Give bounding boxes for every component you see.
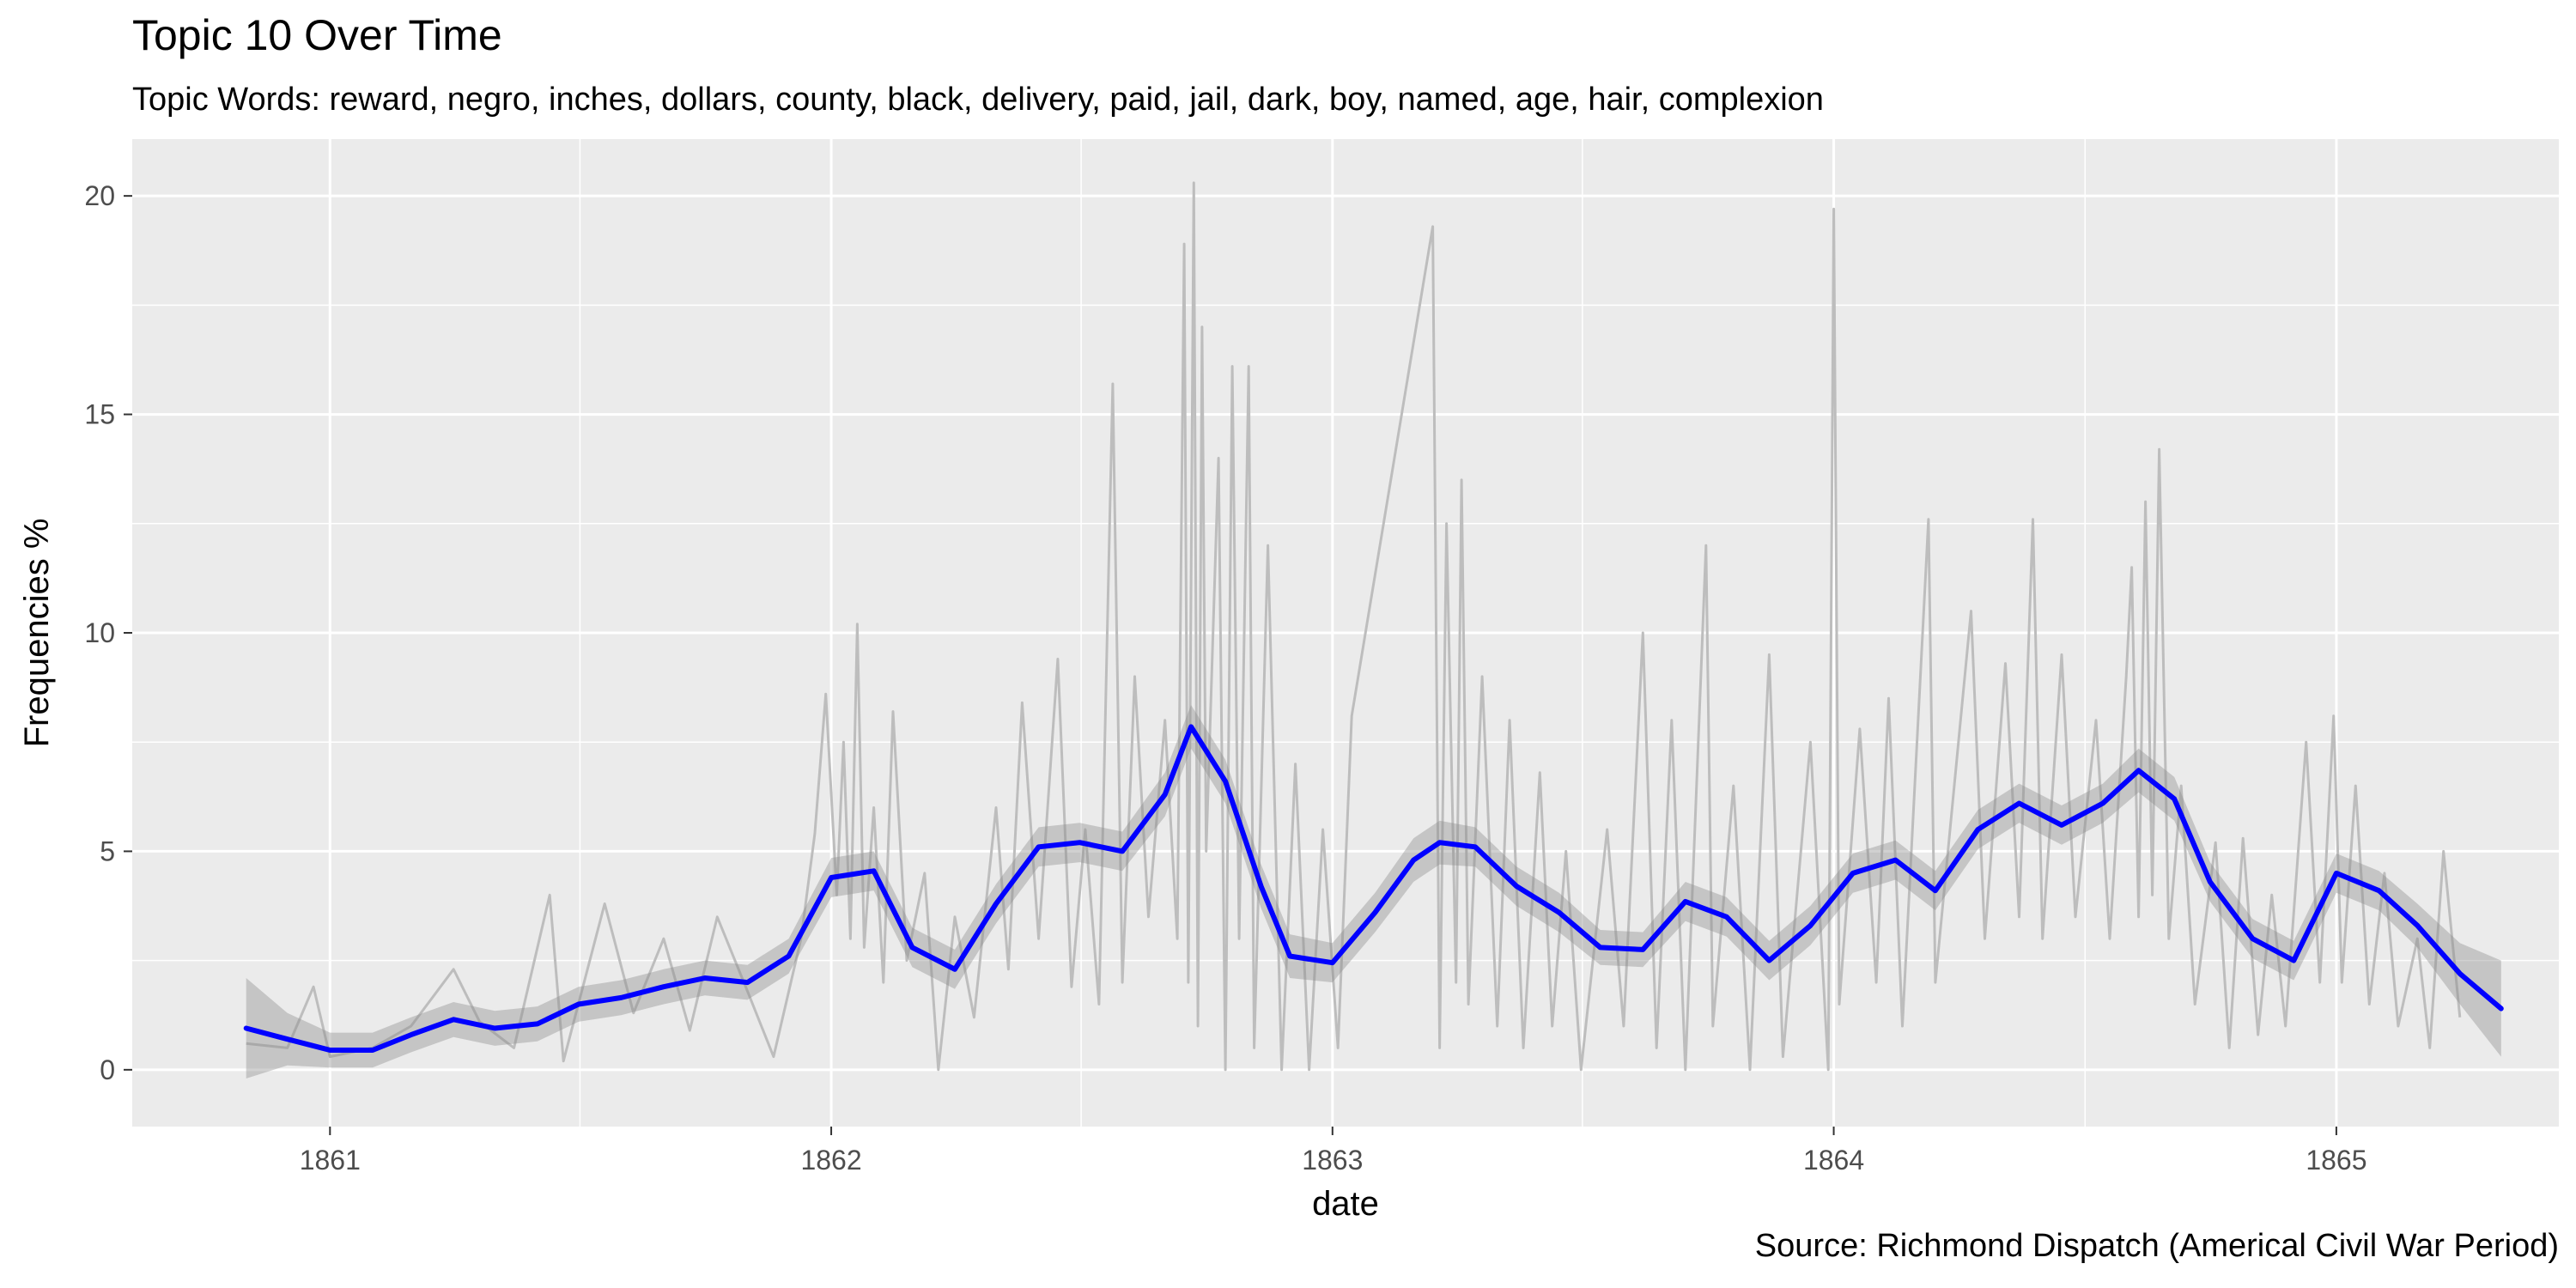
y-tick-label: 0 bbox=[100, 1054, 115, 1085]
x-tick-label: 1861 bbox=[300, 1145, 361, 1176]
chart-title: Topic 10 Over Time bbox=[132, 11, 502, 59]
x-tick-label: 1865 bbox=[2306, 1145, 2366, 1176]
raw-series bbox=[246, 181, 2462, 1072]
y-tick-label: 10 bbox=[84, 617, 115, 648]
chart-caption: Source: Richmond Dispatch (Americal Civi… bbox=[1754, 1228, 2559, 1264]
x-tick-label: 1863 bbox=[1302, 1145, 1363, 1176]
chart-subtitle: Topic Words: reward, negro, inches, doll… bbox=[132, 82, 1824, 118]
grid bbox=[132, 139, 2559, 1127]
smoothed-trend-line bbox=[243, 724, 2504, 1053]
x-axis-title: date bbox=[1312, 1185, 1379, 1223]
y-tick-label: 5 bbox=[100, 835, 115, 866]
y-tick-label: 15 bbox=[84, 399, 115, 430]
y-tick-label: 20 bbox=[84, 180, 115, 211]
y-axis-ticks: 0 5 10 15 20 bbox=[84, 180, 132, 1085]
x-tick-label: 1864 bbox=[1803, 1145, 1864, 1176]
x-tick-label: 1862 bbox=[800, 1145, 861, 1176]
y-axis-title: Frequencies % bbox=[18, 519, 56, 748]
raw-frequency-line bbox=[246, 181, 2462, 1072]
smooth-series bbox=[243, 724, 2504, 1053]
x-axis-ticks: 1861 1862 1863 1864 1865 bbox=[300, 1127, 2367, 1176]
